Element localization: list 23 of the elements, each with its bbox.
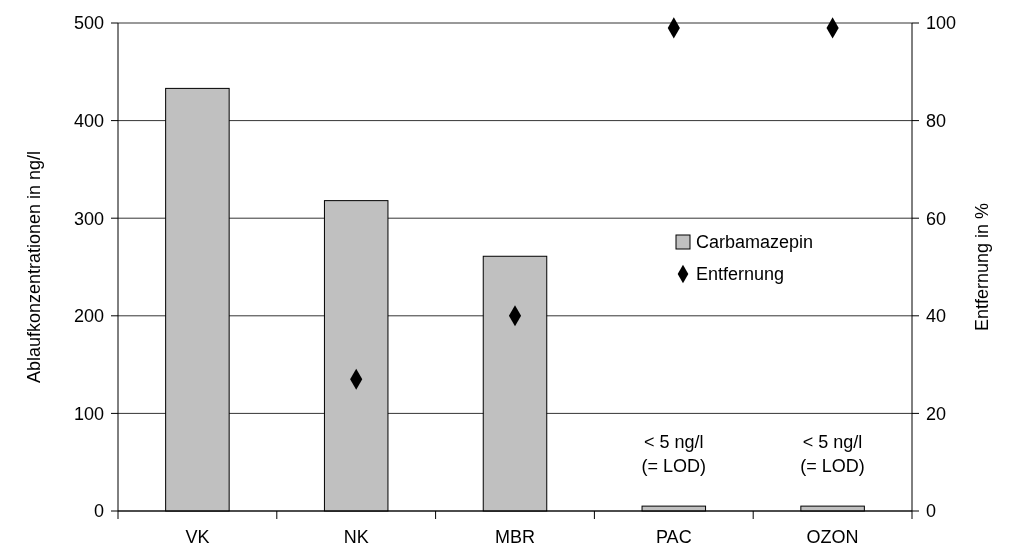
y2-tick-label: 0: [926, 501, 937, 522]
x-tick-label: MBR: [495, 527, 535, 547]
y-tick-label: 400: [73, 110, 104, 131]
y2-tick-label: 40: [926, 306, 947, 327]
y2-tick-label: 100: [926, 13, 957, 34]
legend-label: Carbamazepin: [696, 232, 814, 253]
y-tick-label: 0: [93, 501, 104, 522]
y-tick-label: 200: [73, 306, 104, 327]
y-tick-label: 500: [73, 13, 104, 34]
annotation: < 5 ng/l (= LOD): [641, 432, 707, 477]
y2-tick-label: 60: [926, 208, 947, 229]
x-tick-label: PAC: [655, 527, 692, 547]
x-tick-label: NK: [343, 527, 369, 547]
y-tick-label: 300: [73, 208, 104, 229]
y2-tick-label: 20: [926, 403, 947, 424]
x-tick-label: VK: [185, 527, 210, 547]
legend-label: Entfernung: [696, 264, 785, 285]
y-tick-label: 100: [73, 403, 104, 424]
y2-tick-label: 80: [926, 110, 947, 131]
annotation: < 5 ng/l (= LOD): [800, 432, 865, 477]
x-tick-label: OZON: [806, 527, 859, 547]
y2-axis-title: Entfernung in %: [972, 202, 992, 332]
y-axis-title: Ablaufkonzentrationen in ng/l: [24, 150, 44, 384]
